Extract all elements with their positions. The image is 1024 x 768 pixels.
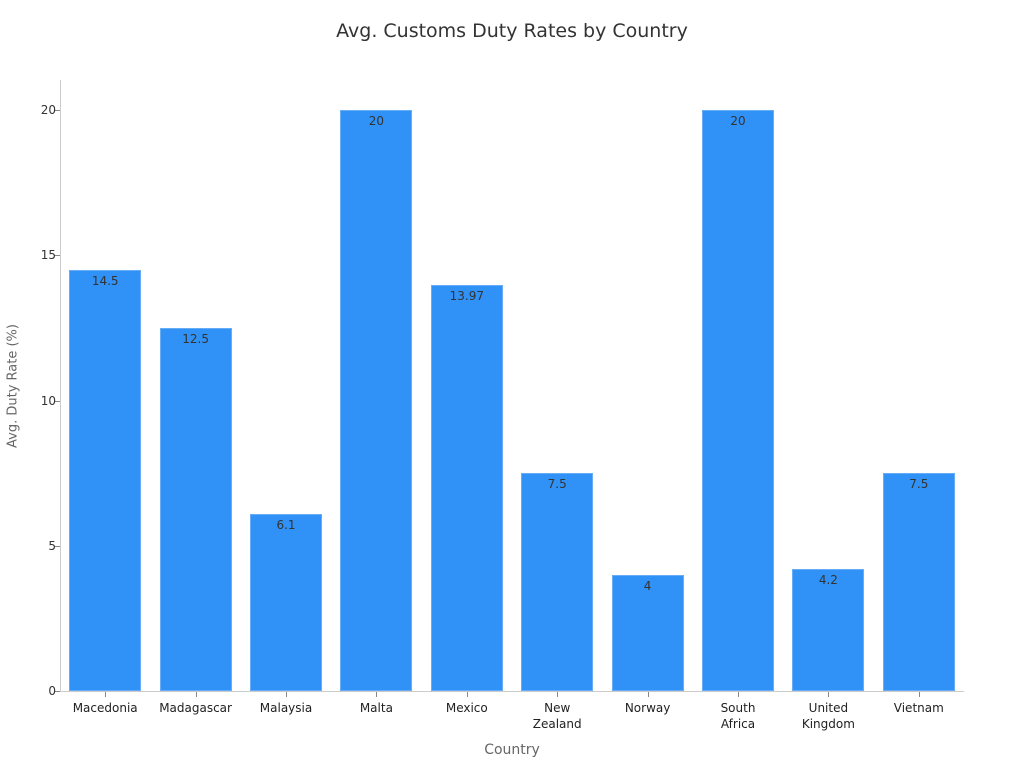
y-tick-label: 5 [48,538,56,553]
x-tick [376,692,378,697]
x-tick-label: Norway [624,701,671,715]
y-axis-line [60,80,61,692]
bar-value-label: 14.5 [91,273,119,288]
y-tick [54,545,60,547]
bar-value-label: 6.1 [276,517,296,532]
y-tick [54,255,60,257]
x-tick [918,692,920,697]
x-tick [105,692,107,697]
bar[interactable]: 4.2 [792,568,865,691]
bar[interactable]: 20 [340,110,413,691]
x-tick-label: South Africa [720,701,756,731]
y-tick [54,400,60,402]
bar-value-label: 4 [643,578,652,593]
x-tick [738,692,739,697]
x-tick-label: United Kingdom [801,701,855,731]
bar[interactable]: 12.5 [159,327,232,691]
x-tick-label: Madagascar [159,701,232,715]
x-tick [647,692,649,697]
x-tick [828,692,830,697]
y-tick-label: 20 [40,103,56,117]
y-axis-label: Avg. Duty Rate (%) [5,324,21,448]
bar[interactable]: 13.97 [430,285,503,691]
x-axis-line [60,691,964,692]
bar-value-label: 12.5 [182,331,209,346]
bar-value-label: 20 [368,114,385,128]
x-tick [466,692,468,697]
bar-value-label: 7.5 [547,477,567,492]
x-tick-label: Malta [359,701,393,715]
bar-value-label: 13.97 [449,289,484,304]
y-tick-label: 10 [40,393,56,408]
bar[interactable]: 4 [611,574,684,691]
x-tick-label: New Zealand [532,701,582,731]
x-tick [195,692,197,697]
bar-value-label: 20 [730,114,746,128]
x-tick-label: Malaysia [259,701,313,715]
y-tick-label: 0 [48,684,56,698]
bar[interactable]: 20 [702,110,774,691]
x-tick-label: Mexico [445,701,488,715]
x-tick-label: Vietnam [893,701,944,715]
bar[interactable]: 6.1 [250,513,322,691]
x-tick [557,692,559,697]
bar[interactable]: 14.5 [69,269,142,691]
chart-title: Avg. Customs Duty Rates by Country [336,20,688,42]
x-tick [286,692,287,697]
y-tick [54,110,60,111]
x-axis-label: Country [484,742,540,758]
x-tick-label: Macedonia [72,701,138,715]
bar-value-label: 7.5 [909,477,929,492]
bar-value-label: 4.2 [818,572,838,587]
y-tick-label: 15 [40,248,56,263]
y-tick [54,691,60,692]
bar[interactable]: 7.5 [521,473,594,691]
bar[interactable]: 7.5 [882,473,955,691]
